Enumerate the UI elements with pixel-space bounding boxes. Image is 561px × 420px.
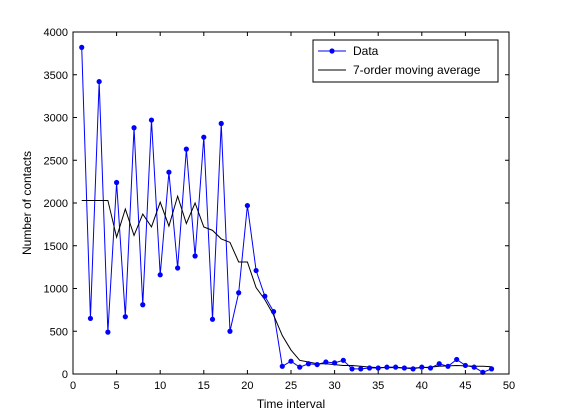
data-point <box>358 366 364 372</box>
data-point <box>340 357 346 363</box>
y-tick-label: 4000 <box>44 27 68 39</box>
data-point <box>140 302 146 308</box>
x-axis-label: Time interval <box>257 397 325 411</box>
data-point <box>79 44 85 50</box>
series-line-moving-average <box>81 194 492 369</box>
data-point <box>375 365 381 371</box>
y-tick-label: 3000 <box>44 113 68 125</box>
legend-label-moving-average: 7-order moving average <box>353 63 481 77</box>
y-tick-label: 0 <box>62 369 68 381</box>
legend-box <box>312 39 499 83</box>
data-point <box>454 356 460 363</box>
y-tick-label: 3500 <box>44 70 68 82</box>
x-tick-label: 15 <box>198 380 210 392</box>
data-point <box>227 328 233 334</box>
data-point <box>462 362 468 369</box>
data-point <box>131 125 137 131</box>
x-tick-label: 45 <box>459 380 471 392</box>
data-point <box>87 315 94 322</box>
y-tick-label: 2000 <box>44 198 68 210</box>
data-point <box>253 267 259 274</box>
series-lines <box>81 47 492 373</box>
data-point <box>192 253 198 259</box>
data-point <box>96 78 102 85</box>
data-point <box>384 364 390 370</box>
data-point <box>305 361 312 367</box>
data-point <box>183 146 189 152</box>
data-point <box>488 366 495 372</box>
x-tick-label: 40 <box>416 380 428 392</box>
y-tick-label: 500 <box>50 326 68 338</box>
data-point <box>436 361 442 367</box>
data-point <box>288 358 294 364</box>
y-axis-label: Number of contacts <box>20 151 34 255</box>
data-point <box>393 364 399 370</box>
x-axis-ticks: 0 5 10 15 20 25 30 35 40 45 50 <box>70 32 515 392</box>
data-point <box>175 265 181 271</box>
data-point <box>122 314 128 320</box>
data-point <box>157 272 163 278</box>
x-tick-label: 5 <box>114 380 120 392</box>
data-point <box>366 365 373 371</box>
data-point <box>349 366 355 372</box>
data-point <box>218 120 224 127</box>
x-tick-label: 25 <box>285 380 297 392</box>
data-point <box>332 360 338 366</box>
data-point <box>270 308 277 315</box>
data-point <box>244 202 250 209</box>
plot-area-frame <box>72 31 510 375</box>
data-point <box>427 365 434 371</box>
legend-label-data: Data <box>353 44 379 58</box>
y-tick-label: 2500 <box>44 155 68 167</box>
data-point <box>166 169 172 175</box>
data-point <box>445 363 451 369</box>
data-point <box>297 364 303 370</box>
data-point <box>419 364 425 370</box>
data-point <box>105 329 111 335</box>
data-point <box>410 366 416 372</box>
x-tick-label: 30 <box>328 380 340 392</box>
y-tick-label: 1000 <box>44 284 68 296</box>
series-line-data <box>81 47 492 373</box>
data-point <box>148 117 155 123</box>
data-point <box>323 359 329 365</box>
x-tick-label: 20 <box>241 380 253 392</box>
data-point <box>236 290 242 296</box>
data-point <box>114 179 120 186</box>
x-tick-label: 50 <box>503 380 515 392</box>
data-point <box>262 293 268 299</box>
x-tick-label: 35 <box>372 380 384 392</box>
y-tick-label: 1500 <box>44 241 68 253</box>
legend-marker-data <box>329 48 335 54</box>
data-point <box>201 134 207 140</box>
legend: Data 7-order moving average <box>312 39 499 83</box>
data-point <box>401 365 407 371</box>
data-point <box>209 316 216 322</box>
x-tick-label: 10 <box>154 380 166 392</box>
data-point <box>279 363 285 369</box>
series-points <box>79 44 495 375</box>
data-point <box>471 364 477 370</box>
x-tick-label: 0 <box>70 380 76 392</box>
data-point <box>314 361 320 368</box>
